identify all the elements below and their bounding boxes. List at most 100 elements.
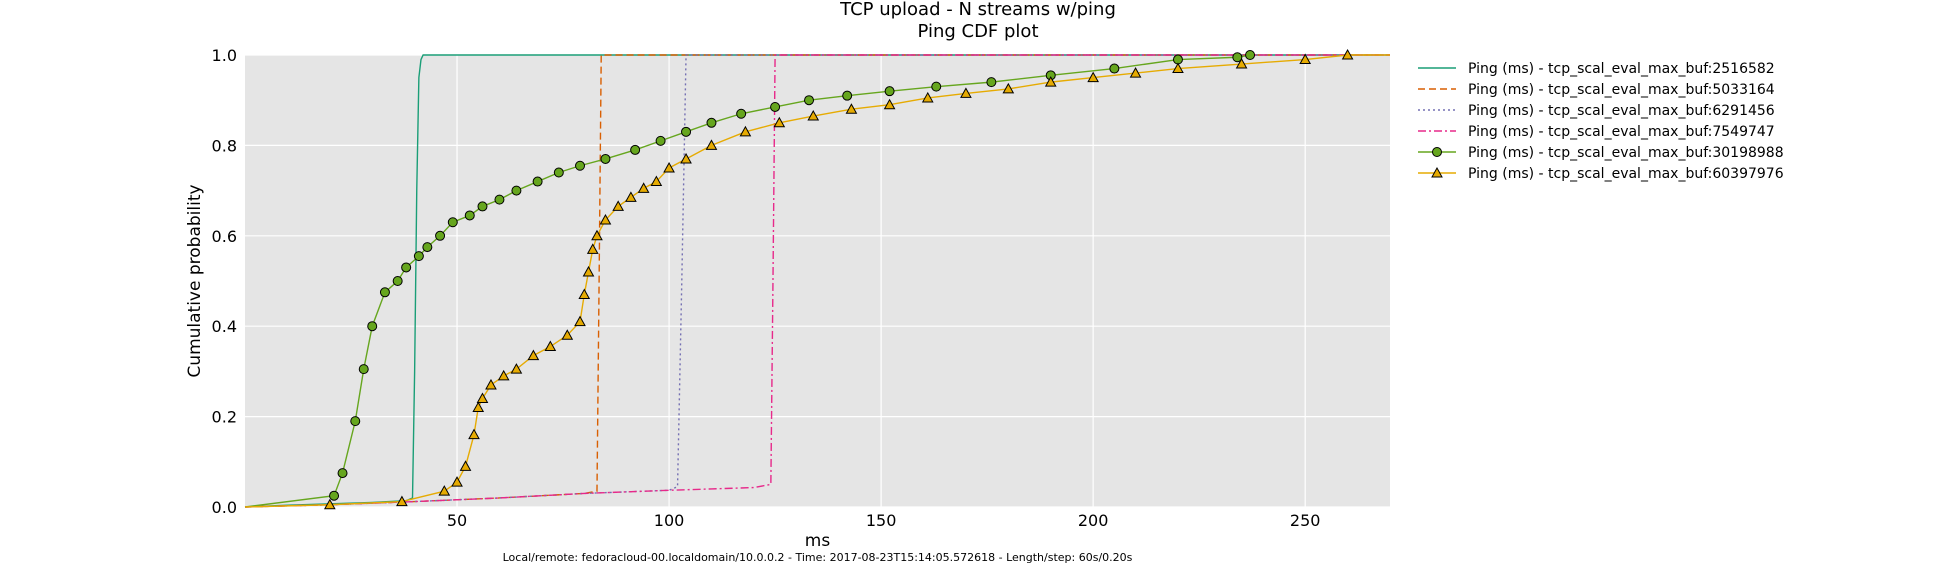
data-point-triangle xyxy=(510,363,523,374)
data-point-circle xyxy=(931,81,942,92)
data-point-circle xyxy=(422,242,433,253)
data-point-circle xyxy=(553,167,564,178)
data-point-triangle xyxy=(680,152,692,164)
x-tick-label: 150 xyxy=(866,511,897,530)
data-point-triangle xyxy=(485,378,497,390)
series-layer xyxy=(244,48,1390,510)
data-point-circle xyxy=(655,135,666,146)
data-point-circle xyxy=(1245,50,1256,60)
data-point-circle xyxy=(413,251,424,262)
plot-area xyxy=(245,55,1390,507)
y-tick-label: 0.4 xyxy=(212,317,237,336)
x-axis-label: ms xyxy=(805,531,831,551)
data-point-triangle xyxy=(527,349,540,361)
data-point-triangle xyxy=(459,460,472,471)
data-point-triangle xyxy=(1129,67,1142,78)
data-point-circle xyxy=(447,217,458,228)
y-tick-label: 0.2 xyxy=(212,408,237,427)
data-point-circle xyxy=(532,176,543,187)
data-point-triangle xyxy=(883,98,896,110)
data-point-circle xyxy=(435,230,446,241)
y-axis-label: Cumulative probability xyxy=(185,184,205,377)
y-tick-label: 1.0 xyxy=(212,46,237,65)
data-point-triangle xyxy=(1002,82,1015,94)
data-point-triangle xyxy=(739,125,752,137)
legend-entry: Ping (ms) - tcp_scal_eval_max_buf:301989… xyxy=(1418,145,1784,161)
data-point-circle xyxy=(329,490,340,501)
chart-subtitle: Ping CDF plot xyxy=(917,21,1038,42)
footer-info: Local/remote: fedoracloud-00.localdomain… xyxy=(503,551,1133,563)
data-point-triangle xyxy=(1044,76,1057,87)
data-point-circle xyxy=(736,108,747,119)
x-tick-label: 200 xyxy=(1078,511,1109,530)
legend-entry: Ping (ms) - tcp_scal_eval_max_buf:754974… xyxy=(1418,124,1775,140)
data-point-circle xyxy=(630,144,641,155)
data-point-triangle xyxy=(578,288,591,300)
x-tick-label: 250 xyxy=(1290,511,1321,530)
data-point-triangle xyxy=(396,495,408,507)
series-1 xyxy=(244,54,1390,508)
data-point-triangle xyxy=(625,191,637,202)
axis-ticks: 50 100 150 200 250 0.0 0.2 0.4 0.6 0.8 1.0 xyxy=(212,46,1321,530)
data-point-triangle xyxy=(960,87,972,98)
data-point-triangle xyxy=(921,91,934,103)
data-point-circle xyxy=(884,86,895,97)
data-point-triangle xyxy=(472,401,485,413)
data-point-triangle xyxy=(807,109,820,121)
legend-label: Ping (ms) - tcp_scal_eval_max_buf:754974… xyxy=(1468,124,1775,140)
data-point-circle xyxy=(511,185,522,196)
series-5 xyxy=(244,50,1256,508)
data-point-circle xyxy=(358,364,369,375)
y-tick-label: 0.6 xyxy=(212,227,237,246)
data-point-triangle xyxy=(574,315,586,327)
data-point-triangle xyxy=(468,428,480,440)
data-point-circle xyxy=(477,201,488,212)
legend-label: Ping (ms) - tcp_scal_eval_max_buf:503316… xyxy=(1468,82,1775,98)
y-tick-label: 0.0 xyxy=(212,498,237,517)
legend-entry: Ping (ms) - tcp_scal_eval_max_buf:629145… xyxy=(1418,103,1775,119)
data-point-triangle xyxy=(582,265,595,277)
data-point-triangle xyxy=(773,116,786,128)
legend-entry: Ping (ms) - tcp_scal_eval_max_buf:503316… xyxy=(1418,82,1775,98)
chart-title: TCP upload - N streams w/ping xyxy=(839,0,1116,20)
data-point-triangle xyxy=(599,213,612,225)
data-point-triangle xyxy=(323,498,336,510)
data-point-circle xyxy=(986,77,997,88)
data-point-circle xyxy=(842,90,853,101)
data-point-circle xyxy=(1432,147,1442,157)
data-point-triangle xyxy=(1235,58,1248,69)
data-point-triangle xyxy=(1299,53,1312,65)
data-point-circle xyxy=(600,153,611,164)
legend-entry: Ping (ms) - tcp_scal_eval_max_buf:251658… xyxy=(1418,61,1775,77)
data-point-triangle xyxy=(637,182,650,193)
data-point-triangle xyxy=(586,243,599,254)
data-point-triangle xyxy=(1172,62,1184,74)
data-point-triangle xyxy=(591,229,603,241)
series-3 xyxy=(244,54,1390,508)
data-point-circle xyxy=(804,95,815,106)
data-point-triangle xyxy=(561,329,574,340)
data-point-circle xyxy=(575,160,586,171)
data-point-triangle xyxy=(451,476,463,487)
data-point-triangle xyxy=(544,340,557,352)
data-point-triangle xyxy=(663,161,675,173)
data-point-circle xyxy=(706,117,717,128)
legend: Ping (ms) - tcp_scal_eval_max_buf:251658… xyxy=(1418,61,1784,182)
data-point-circle xyxy=(392,276,403,286)
series-line xyxy=(244,54,1390,508)
data-point-circle xyxy=(494,194,505,205)
series-line xyxy=(244,54,1390,508)
legend-entry: Ping (ms) - tcp_scal_eval_max_buf:603979… xyxy=(1418,166,1784,182)
data-point-circle xyxy=(350,416,361,427)
data-point-circle xyxy=(464,210,475,221)
data-point-triangle xyxy=(1087,71,1099,83)
data-point-triangle xyxy=(497,369,510,381)
data-point-triangle xyxy=(1431,166,1443,178)
data-point-circle xyxy=(367,321,378,332)
data-point-triangle xyxy=(438,485,451,496)
y-tick-label: 0.8 xyxy=(212,136,237,155)
series-6 xyxy=(244,48,1390,510)
data-point-circle xyxy=(681,126,692,137)
x-tick-label: 50 xyxy=(447,511,467,530)
